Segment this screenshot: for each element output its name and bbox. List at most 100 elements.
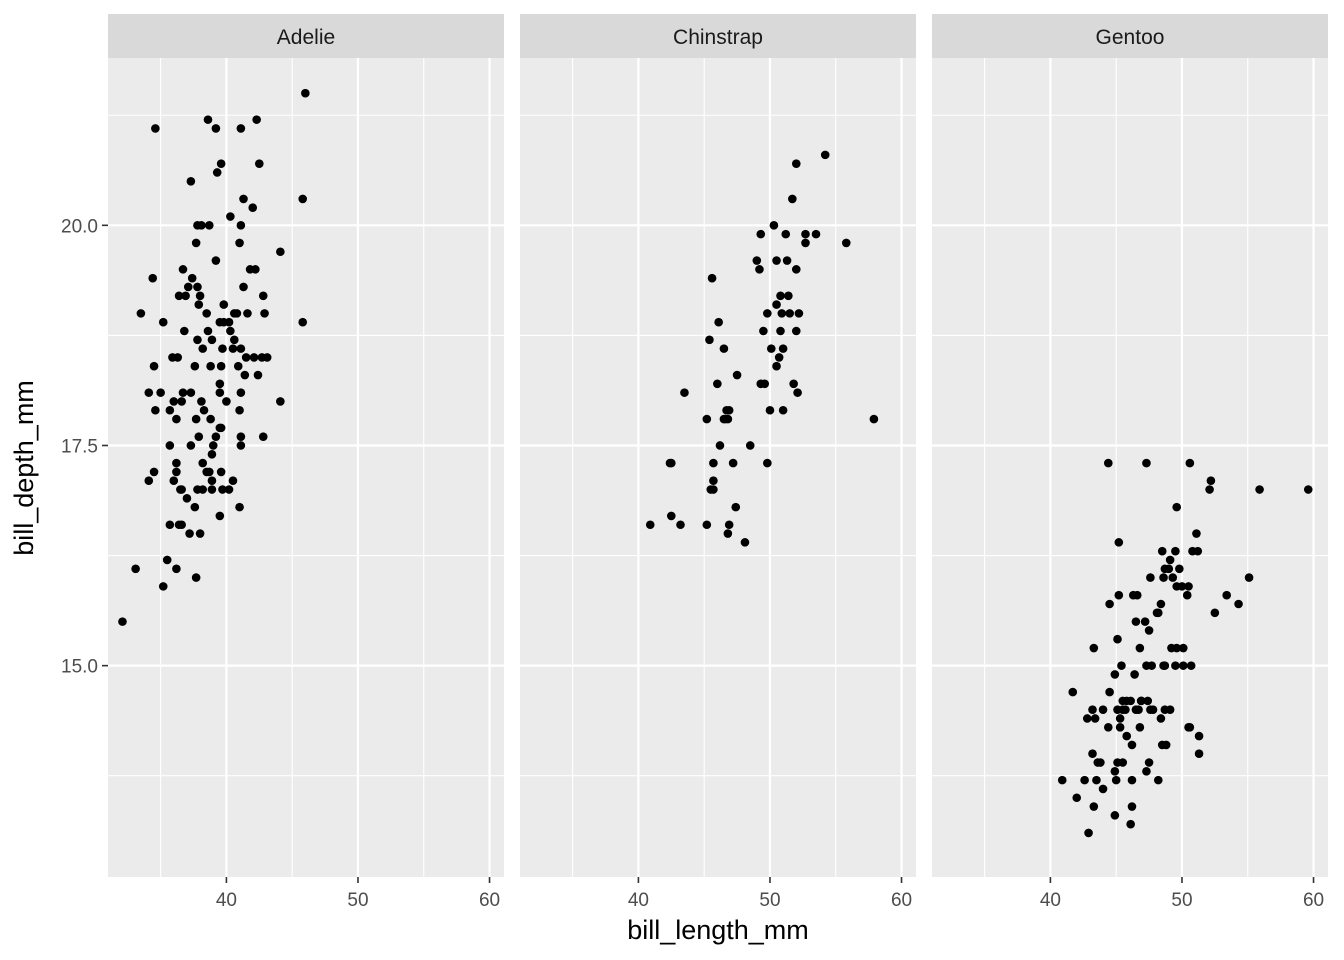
data-point xyxy=(740,538,750,547)
data-point xyxy=(253,370,263,380)
data-point xyxy=(186,388,196,397)
data-point xyxy=(236,441,246,450)
data-point xyxy=(236,221,246,230)
data-point xyxy=(1165,705,1175,714)
data-point xyxy=(193,335,202,345)
data-point xyxy=(185,529,194,538)
data-point xyxy=(224,317,234,327)
data-point xyxy=(208,441,218,450)
data-point xyxy=(776,291,785,301)
data-point xyxy=(235,238,244,248)
data-point xyxy=(794,309,804,318)
data-point xyxy=(676,520,685,530)
data-point xyxy=(1142,458,1151,468)
data-point xyxy=(165,520,175,530)
data-point xyxy=(1136,696,1146,706)
data-point xyxy=(148,273,158,283)
data-point xyxy=(1113,634,1122,644)
data-point xyxy=(177,397,186,406)
data-point xyxy=(1122,696,1132,706)
data-point xyxy=(222,397,231,406)
data-point xyxy=(763,458,772,468)
data-point xyxy=(226,326,235,336)
data-point xyxy=(198,344,208,353)
data-point xyxy=(1127,775,1137,785)
data-point xyxy=(791,265,801,274)
data-point xyxy=(1157,546,1167,556)
data-point xyxy=(1080,775,1089,785)
data-point xyxy=(254,159,264,168)
data-point xyxy=(218,485,227,494)
data-point xyxy=(203,115,213,124)
data-point xyxy=(215,388,225,397)
data-point xyxy=(233,361,243,371)
x-tick-label: 40 xyxy=(216,890,237,911)
data-point xyxy=(702,414,712,424)
facet-strip-label: Chinstrap xyxy=(673,26,763,49)
data-point xyxy=(1171,661,1180,670)
data-point xyxy=(709,476,718,486)
data-point xyxy=(732,370,742,380)
data-point xyxy=(1175,564,1184,574)
data-point xyxy=(1142,767,1151,776)
data-point xyxy=(1088,705,1097,714)
data-point xyxy=(1303,485,1313,494)
data-point xyxy=(724,520,734,530)
data-point xyxy=(191,414,201,424)
data-point xyxy=(276,397,285,406)
data-point xyxy=(1244,573,1254,582)
data-point xyxy=(769,221,779,230)
x-tick-label: 50 xyxy=(759,890,780,911)
data-point xyxy=(191,573,201,582)
data-point xyxy=(1089,802,1099,811)
data-point xyxy=(195,529,205,538)
data-point xyxy=(218,344,227,353)
data-point xyxy=(199,405,209,415)
points-adelie xyxy=(118,88,310,626)
facet-strip xyxy=(108,14,504,58)
data-point xyxy=(785,309,795,318)
data-point xyxy=(206,414,215,424)
data-point xyxy=(232,309,242,318)
data-point xyxy=(1113,705,1122,714)
data-point xyxy=(144,388,154,397)
data-point xyxy=(791,159,801,168)
x-tick-label: 40 xyxy=(1040,890,1061,911)
data-point xyxy=(187,273,197,283)
data-point xyxy=(1113,758,1122,767)
y-axis-title: bill_depth_mm xyxy=(9,380,39,556)
data-point xyxy=(177,520,186,530)
data-point xyxy=(169,476,179,486)
facet-panel-adelie: Adelie xyxy=(108,14,504,877)
data-point xyxy=(702,520,712,530)
x-axis-title: bill_length_mm xyxy=(627,915,809,945)
data-point xyxy=(1103,722,1113,732)
data-point xyxy=(276,247,285,257)
data-point xyxy=(820,150,830,160)
data-point xyxy=(1105,599,1114,609)
data-point xyxy=(182,494,192,503)
data-point xyxy=(774,353,784,362)
data-point xyxy=(705,335,714,345)
data-point xyxy=(1072,793,1082,803)
facet-strip xyxy=(932,14,1328,58)
data-point xyxy=(772,361,781,371)
data-point xyxy=(782,256,792,265)
data-point xyxy=(216,159,226,168)
data-point xyxy=(235,502,244,512)
data-point xyxy=(1068,687,1078,697)
data-point xyxy=(666,511,676,521)
data-point xyxy=(219,300,229,309)
points-chinstrap xyxy=(645,150,879,547)
data-point xyxy=(239,282,248,292)
data-point xyxy=(1144,626,1154,635)
x-axis-adelie: 40 50 60 xyxy=(216,877,500,911)
data-point xyxy=(1057,775,1067,785)
data-point xyxy=(759,326,768,336)
y-tick-label: 20.0 xyxy=(61,216,98,237)
data-point xyxy=(1167,643,1176,653)
data-point xyxy=(216,361,226,371)
data-point xyxy=(1205,485,1214,494)
data-point xyxy=(1115,714,1125,723)
